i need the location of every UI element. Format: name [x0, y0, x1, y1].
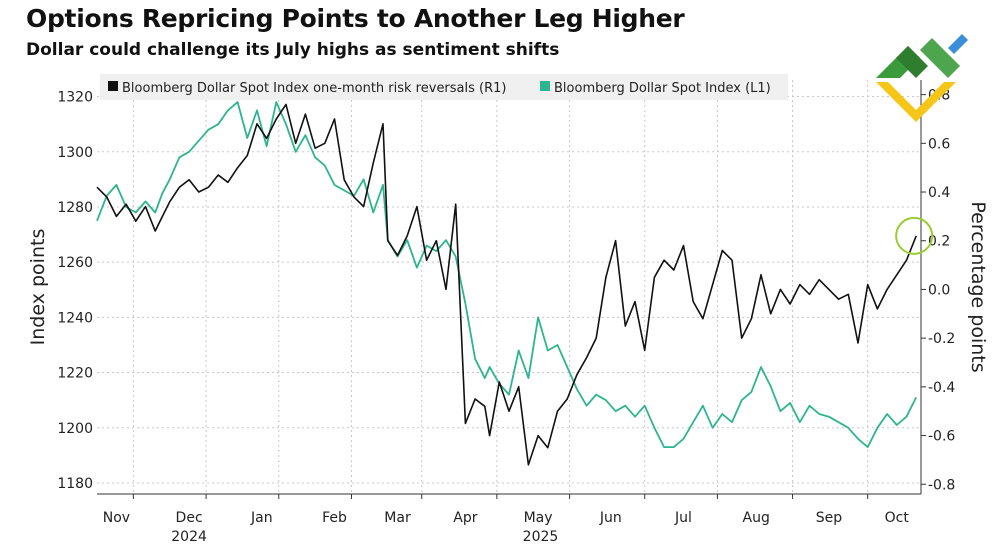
right-tick-label: -0.4 [928, 380, 955, 396]
right-tick-label: 0.4 [928, 185, 950, 201]
right-tick-label: 0.0 [928, 282, 950, 298]
x-tick-label: May [524, 510, 553, 526]
x-tick-label: Aug [743, 510, 770, 526]
x-tick-label: Nov [103, 510, 130, 526]
left-tick-label: 1280 [57, 200, 93, 216]
left-tick-label: 1180 [57, 476, 93, 492]
left-axis-ticks: 1180 1200 1220 1240 1260 1280 1300 1320 [57, 90, 93, 492]
right-axis-ticks: -0.8-0.6-0.4-0.20.00.20.40.60.8 [921, 88, 955, 493]
right-tick-label: -0.8 [928, 477, 955, 493]
x-tick-label: Oct [885, 510, 910, 526]
series-line-risk-reversals [96, 103, 917, 466]
right-axis-label: Percentage points [967, 201, 989, 372]
grid-lines [97, 80, 921, 494]
left-tick-label: 1200 [57, 421, 93, 437]
legend-swatch-dollar-index [540, 81, 550, 91]
right-tick-label: -0.2 [928, 331, 955, 347]
series-line-dollar-index [96, 101, 918, 449]
series-layer [96, 101, 918, 466]
right-tick-label: -0.6 [928, 429, 955, 445]
x-tick-label: Jun [599, 510, 622, 526]
right-tick-label: 0.6 [928, 136, 950, 152]
x-tick-label: Apr [453, 510, 477, 526]
x-axis-ticks: Nov Dec Jan Feb Mar Apr May Jun Jul Aug Sep Oct 2024… [103, 494, 910, 545]
legend-label-dollar-index: Bloomberg Dollar Spot Index (L1) [554, 81, 771, 96]
right-tick-label: 0.2 [928, 234, 950, 250]
latest-value-highlight-circle [895, 216, 934, 255]
left-tick-label: 1260 [57, 255, 93, 271]
x-tick-label: Feb [322, 510, 347, 526]
chart-title: Options Repricing Points to Another Leg … [26, 4, 685, 33]
year-label: 2025 [523, 529, 559, 545]
year-label: 2024 [171, 529, 207, 545]
brand-logo-icon [876, 34, 968, 122]
legend-swatch-risk-reversals [108, 81, 118, 91]
left-tick-label: 1320 [57, 90, 93, 106]
left-tick-label: 1300 [57, 145, 93, 161]
x-tick-label: Mar [384, 510, 411, 526]
left-tick-label: 1240 [57, 310, 93, 326]
left-tick-label: 1220 [57, 366, 93, 382]
x-tick-label: Dec [176, 510, 203, 526]
left-axis-label: Index points [27, 229, 49, 346]
legend-box [100, 74, 788, 100]
x-tick-label: Jan [250, 510, 273, 526]
x-tick-label: Jul [674, 510, 692, 526]
x-tick-label: Sep [816, 510, 843, 526]
chart-subtitle: Dollar could challenge its July highs as… [26, 40, 560, 60]
legend-label-risk-reversals: Bloomberg Dollar Spot Index one-month ri… [122, 81, 506, 96]
